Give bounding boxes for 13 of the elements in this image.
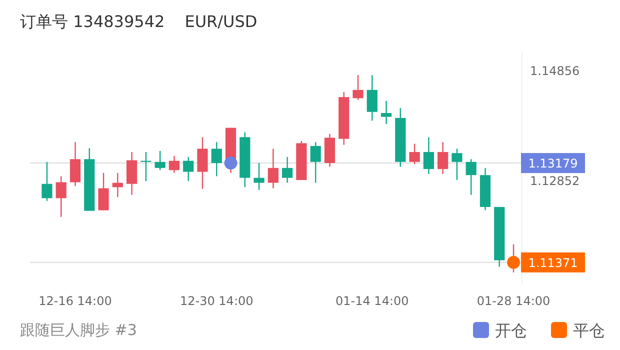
text: 跟随巨人脚步 #3	[20, 321, 137, 339]
x-tick-label: 12-16 14:00	[38, 294, 112, 308]
x-tick-label: 12-30 14:00	[180, 294, 254, 308]
legend-label: 平仓	[573, 321, 605, 340]
legend-label: 开仓	[495, 321, 527, 340]
y-tick-label: 1.14856	[530, 64, 580, 78]
ref-line-label: 1.11371	[528, 256, 578, 270]
x-tick-label: 01-28 14:00	[476, 294, 550, 308]
chart-subtitle: EUR/USD	[184, 12, 258, 31]
y-tick-label: 1.12852	[530, 174, 580, 188]
x-tick-label: 01-14 14:00	[336, 294, 409, 308]
chart-title: 订单号 134839542	[20, 12, 165, 31]
ref-line-label: 1.13179	[528, 156, 578, 171]
